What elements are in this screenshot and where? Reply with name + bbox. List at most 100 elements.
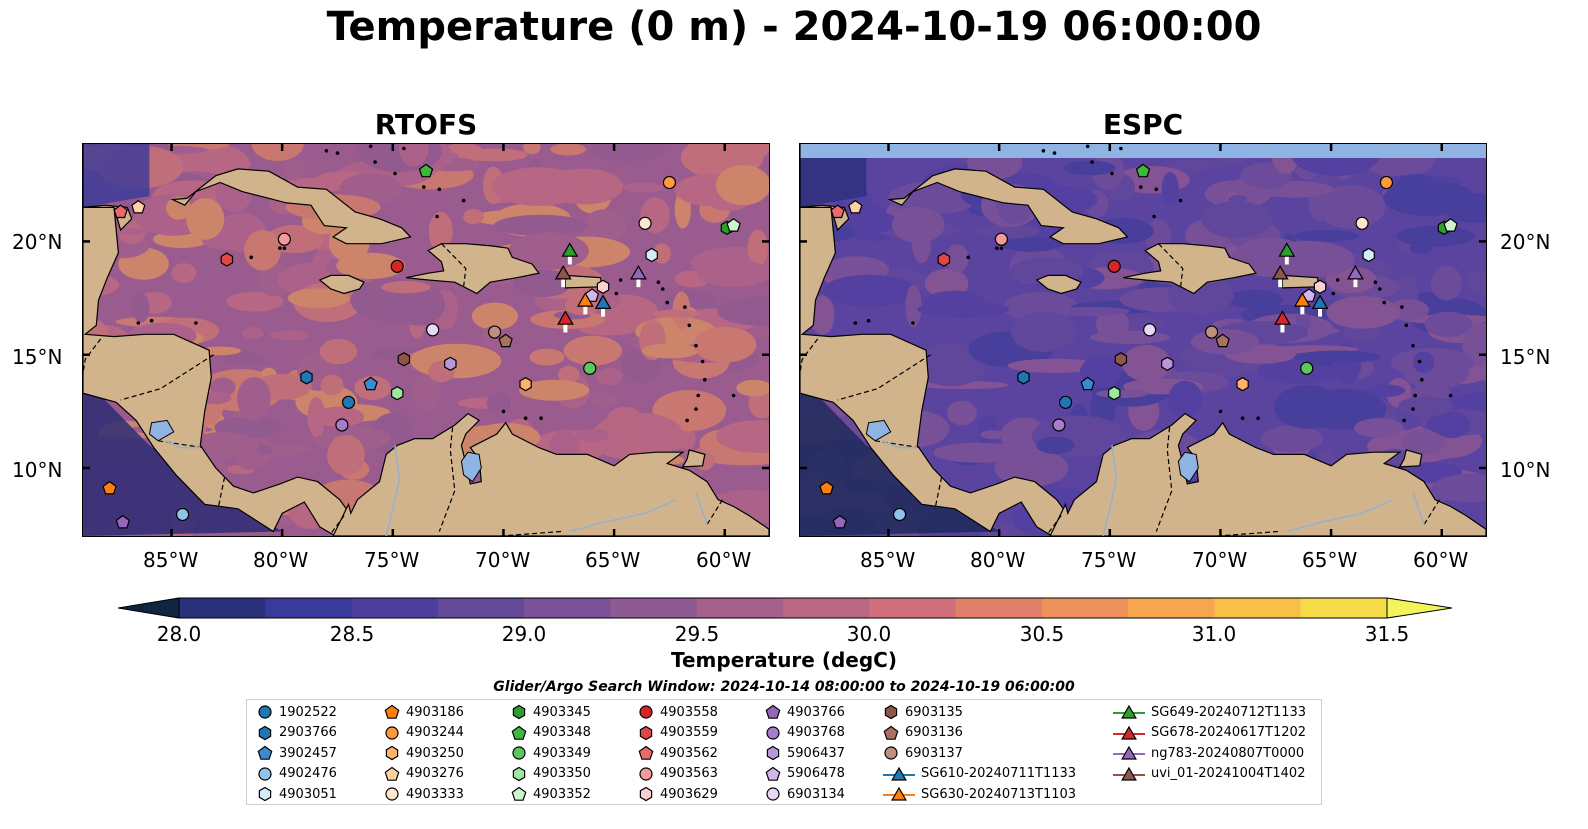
marker-SG678-20240617T1202 <box>1274 310 1291 325</box>
small-island <box>422 185 426 189</box>
small-island <box>402 146 406 151</box>
small-island <box>1218 409 1223 414</box>
lake-maracaibo <box>1177 451 1199 483</box>
land-cuba <box>170 168 412 245</box>
legend-item: 4903333 <box>384 784 464 804</box>
land-southAmerica <box>1049 412 1486 536</box>
marker-6903136 <box>498 333 513 348</box>
legend-label: 4903350 <box>533 766 591 782</box>
legend-marker <box>512 746 526 760</box>
map-espc <box>799 143 1487 537</box>
marker-4903051 <box>1362 247 1375 263</box>
legend-item: 4903768 <box>765 723 845 743</box>
map-rtofs-canvas <box>83 144 769 536</box>
small-island <box>282 246 287 250</box>
map-espc-canvas <box>800 144 1486 536</box>
legend-marker <box>884 746 898 760</box>
marker-2903766 <box>1017 370 1030 385</box>
marker-4903244 <box>1379 175 1394 190</box>
marker-3902457 <box>1080 376 1095 391</box>
small-island <box>1373 280 1378 284</box>
legend-marker <box>883 766 915 781</box>
legend-marker <box>883 725 899 740</box>
lon-tick-label: 65°W <box>1302 548 1358 572</box>
small-island <box>1335 278 1340 282</box>
marker-SG610-20240711T1133 <box>594 294 612 309</box>
colorbar-segment <box>783 598 870 618</box>
marker-4903352 <box>1443 218 1458 232</box>
legend-label: 6903137 <box>905 745 963 761</box>
lon-tick-label: 70°W <box>1192 548 1248 572</box>
legend-label: 4903244 <box>406 725 464 741</box>
lat-tick-label: 15°N <box>1500 345 1551 369</box>
small-island <box>1090 160 1094 164</box>
small-island <box>696 393 700 398</box>
river <box>1286 498 1394 533</box>
small-island <box>687 323 692 328</box>
small-island <box>373 160 377 164</box>
land-jamaica <box>1035 274 1082 295</box>
colorbar-segment <box>955 598 1043 618</box>
colorbar-segment <box>696 598 784 618</box>
small-island <box>1119 146 1123 151</box>
small-island <box>368 144 373 149</box>
lake-maracaibo <box>460 451 482 483</box>
marker-4903766 <box>832 514 848 529</box>
small-island <box>656 280 661 284</box>
legend-item: 6903135 <box>883 702 963 722</box>
legend-label: 4903559 <box>660 725 718 741</box>
small-island <box>999 246 1004 250</box>
marker-SG649-20240712T1133 <box>561 242 579 257</box>
country-border <box>1423 499 1441 526</box>
marker-4903558 <box>1107 259 1121 273</box>
legend-item: 4903562 <box>638 743 718 763</box>
small-island <box>683 305 687 309</box>
legend-label: 5906437 <box>787 745 845 761</box>
small-island <box>1152 214 1156 219</box>
colorbar-tick-label: 30.5 <box>1019 622 1065 646</box>
river <box>1412 492 1425 525</box>
legend-item: 4902476 <box>257 764 337 784</box>
pacific-water <box>800 377 1000 536</box>
lat-tick-label: 20°N <box>12 230 63 254</box>
small-island <box>866 318 871 323</box>
legend-marker <box>638 745 654 760</box>
legend-label: 6903134 <box>787 786 845 802</box>
marker-6903137 <box>488 325 502 339</box>
legend-label: ng783-20240807T0000 <box>1151 745 1305 761</box>
lon-tick-label: 75°W <box>1081 548 1137 572</box>
legend-item: SG649-20240712T1133 <box>1113 702 1306 722</box>
lon-tick-label: 65°W <box>585 548 641 572</box>
marker-1902522 <box>1058 395 1073 409</box>
legend-label: SG610-20240711T1133 <box>921 766 1077 782</box>
small-island <box>1413 393 1417 398</box>
legend-label: 4903558 <box>660 704 718 720</box>
marker-SG649-20240712T1133 <box>1278 242 1296 257</box>
legend-item: 4903352 <box>511 784 591 804</box>
legend-marker <box>1113 704 1145 719</box>
marker-4903629 <box>1313 279 1327 294</box>
river <box>385 445 401 536</box>
colorbar-tick-label: 31.0 <box>1191 622 1237 646</box>
colorbar-tick-label: 29.0 <box>501 622 547 646</box>
small-island <box>1448 393 1453 398</box>
small-island <box>1178 198 1183 203</box>
legend-label: 4903349 <box>533 745 591 761</box>
small-island <box>278 246 282 250</box>
legend-marker <box>1113 766 1145 781</box>
marker-4903768 <box>335 418 349 432</box>
lake-nicaragua <box>148 419 175 442</box>
legend-item: 4903558 <box>638 702 718 722</box>
land-cuba <box>887 168 1129 245</box>
legend-marker <box>258 705 272 719</box>
legend-label: SG649-20240712T1133 <box>1151 704 1307 720</box>
small-island <box>1139 185 1143 189</box>
marker-4903562 <box>830 204 845 219</box>
small-island <box>1240 416 1245 421</box>
river <box>881 440 918 449</box>
legend-marker <box>511 725 527 740</box>
legend-label: 4903563 <box>660 766 718 782</box>
small-island <box>1404 323 1409 328</box>
legend-marker <box>766 745 780 761</box>
colorbar-segment <box>179 598 266 618</box>
